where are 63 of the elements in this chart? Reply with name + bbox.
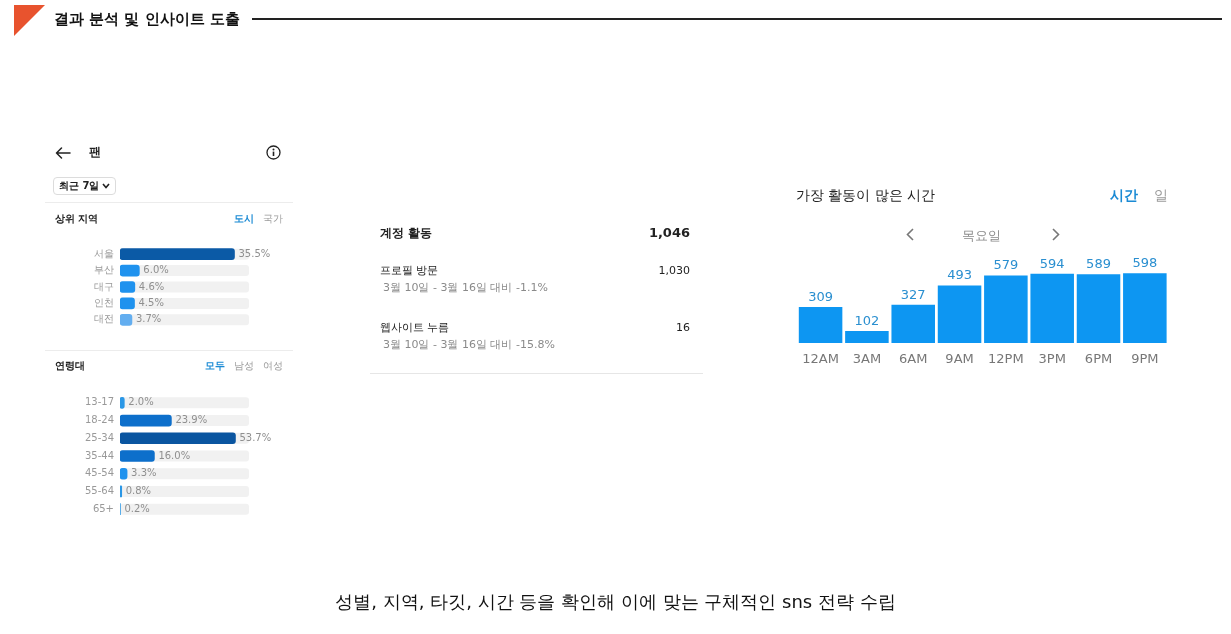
text: 프로필 방문 bbox=[380, 264, 439, 278]
x-tick-label: 3PM bbox=[1038, 351, 1066, 367]
data-label: 102 bbox=[854, 312, 880, 328]
chart-subtitle: 목요일 bbox=[961, 228, 1001, 244]
chart-title: 상위 지역 bbox=[55, 213, 99, 225]
text: 남성 bbox=[234, 360, 254, 372]
y-tick-label: 35-44 bbox=[84, 449, 114, 461]
y-tick-label: 13-17 bbox=[84, 396, 114, 408]
data-label: 579 bbox=[993, 257, 1019, 273]
data-label: 6.0% bbox=[143, 264, 169, 276]
x-tick-label: 6PM bbox=[1084, 351, 1113, 367]
data-label: 598 bbox=[1132, 255, 1158, 271]
data-label: 4.5% bbox=[138, 296, 164, 308]
y-tick-label: 대전 bbox=[94, 313, 114, 325]
text: 도시 bbox=[234, 213, 254, 225]
data-label: 0.8% bbox=[125, 485, 152, 497]
data-label: 3.3% bbox=[131, 467, 157, 479]
y-tick-label: 55-64 bbox=[84, 485, 114, 497]
y-tick-label: 대구 bbox=[94, 280, 114, 292]
y-tick-label: 25-34 bbox=[84, 431, 114, 443]
text: 3월 10일 - 3월 16일 대비 -15.8% bbox=[383, 338, 555, 352]
text: 웹사이트 누름 bbox=[380, 321, 450, 335]
text: 3월 10일 - 3월 16일 대비 -1.1% bbox=[383, 281, 548, 295]
data-label: 594 bbox=[1039, 255, 1065, 271]
x-tick-label: 6AM bbox=[899, 351, 928, 367]
data-label: 493 bbox=[947, 267, 972, 283]
data-label: 327 bbox=[900, 286, 926, 302]
text: 1,046 bbox=[648, 225, 690, 241]
data-label: 589 bbox=[1086, 256, 1111, 272]
data-label: 2.0% bbox=[128, 396, 154, 408]
text: 팬 bbox=[89, 145, 101, 160]
text: 1,030 bbox=[658, 264, 690, 278]
data-label: 35.5% bbox=[238, 247, 271, 259]
data-label: 4.6% bbox=[138, 280, 165, 292]
data-label: 3.7% bbox=[135, 313, 162, 325]
y-tick-label: 부산 bbox=[94, 264, 114, 276]
text: 시간 bbox=[1110, 187, 1138, 204]
text: 성별, 지역, 타깃, 시간 등을 확인해 이에 맞는 구체적인 sns 전략 수립 bbox=[335, 591, 896, 613]
y-tick-label: 18-24 bbox=[84, 414, 114, 426]
x-tick-label: 12PM bbox=[988, 351, 1024, 367]
data-label: 53.7% bbox=[239, 431, 272, 443]
text: 16 bbox=[676, 321, 690, 335]
y-tick-label: 45-54 bbox=[84, 467, 114, 479]
chart-title: 연령대 bbox=[55, 360, 85, 372]
y-tick-label: 65+ bbox=[92, 502, 114, 514]
dropdown-field: 최근 7일 bbox=[53, 177, 117, 195]
x-tick-label: 12AM bbox=[802, 351, 839, 367]
x-tick-label: 3AM bbox=[852, 351, 882, 367]
x-tick-label: 9PM bbox=[1131, 351, 1159, 367]
text: 결과 분석 및 인사이트 도출 bbox=[54, 10, 240, 28]
text: 모두 bbox=[205, 360, 225, 372]
text: 계정 활동 bbox=[380, 226, 433, 241]
text: 국가 bbox=[263, 213, 283, 225]
text: 여성 bbox=[263, 360, 283, 372]
text: 일 bbox=[1154, 187, 1168, 204]
chart-title: 가장 활동이 많은 시간 bbox=[796, 187, 936, 204]
data-label: 23.9% bbox=[175, 414, 208, 426]
data-label: 16.0% bbox=[158, 449, 191, 461]
data-label: 0.2% bbox=[124, 502, 150, 514]
x-tick-label: 9AM bbox=[945, 351, 974, 367]
y-tick-label: 서울 bbox=[94, 247, 114, 259]
y-tick-label: 인천 bbox=[94, 296, 114, 308]
data-label: 309 bbox=[808, 288, 833, 304]
